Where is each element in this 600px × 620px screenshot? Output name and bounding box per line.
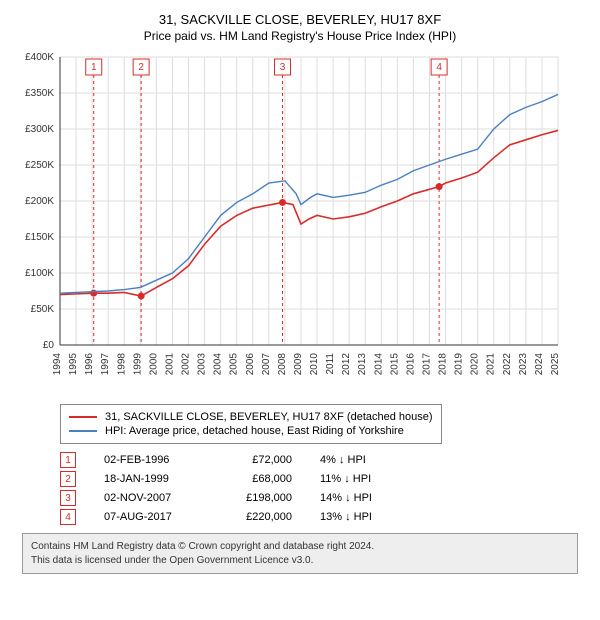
transaction-delta: 4% ↓ HPI — [320, 454, 410, 466]
transaction-delta: 14% ↓ HPI — [320, 492, 410, 504]
svg-text:1997: 1997 — [100, 353, 111, 376]
legend-label: HPI: Average price, detached house, East… — [105, 425, 404, 437]
svg-text:£200K: £200K — [25, 196, 54, 207]
footer-line-2: This data is licensed under the Open Gov… — [31, 554, 569, 568]
svg-text:2020: 2020 — [470, 353, 481, 376]
svg-text:2012: 2012 — [341, 353, 352, 376]
transaction-row: 3 02-NOV-2007 £198,000 14% ↓ HPI — [60, 490, 570, 506]
page-title: 31, SACKVILLE CLOSE, BEVERLEY, HU17 8XF — [10, 12, 590, 27]
svg-text:2011: 2011 — [325, 353, 336, 375]
line-chart: £0 £50K £100K £150K £200K £250K £300K £350K £400… — [10, 51, 570, 391]
svg-text:2002: 2002 — [181, 353, 192, 376]
svg-text:1999: 1999 — [132, 353, 143, 376]
transaction-badge: 4 — [60, 509, 76, 525]
svg-text:2024: 2024 — [534, 353, 545, 376]
svg-text:2000: 2000 — [148, 353, 159, 376]
svg-text:£0: £0 — [43, 340, 55, 351]
legend-row: HPI: Average price, detached house, East… — [69, 425, 433, 437]
svg-text:1996: 1996 — [84, 353, 95, 376]
transaction-date: 18-JAN-1999 — [104, 473, 194, 485]
svg-text:1994: 1994 — [52, 353, 63, 376]
transaction-date: 02-NOV-2007 — [104, 492, 194, 504]
transaction-row: 2 18-JAN-1999 £68,000 11% ↓ HPI — [60, 471, 570, 487]
transaction-price: £198,000 — [222, 492, 292, 504]
transaction-badge: 1 — [60, 452, 76, 468]
svg-text:1: 1 — [91, 62, 97, 73]
svg-text:2019: 2019 — [454, 353, 465, 376]
svg-text:2004: 2004 — [213, 353, 224, 376]
transaction-row: 4 07-AUG-2017 £220,000 13% ↓ HPI — [60, 509, 570, 525]
svg-text:£300K: £300K — [25, 124, 54, 135]
svg-text:2014: 2014 — [373, 353, 384, 376]
svg-text:2013: 2013 — [357, 353, 368, 376]
svg-text:2016: 2016 — [405, 353, 416, 376]
svg-text:4: 4 — [436, 62, 442, 73]
legend-label: 31, SACKVILLE CLOSE, BEVERLEY, HU17 8XF … — [105, 411, 433, 423]
transaction-price: £220,000 — [222, 511, 292, 523]
svg-text:£400K: £400K — [25, 52, 54, 63]
svg-text:2006: 2006 — [245, 353, 256, 376]
svg-text:2007: 2007 — [261, 353, 272, 376]
svg-text:2017: 2017 — [421, 353, 432, 376]
svg-text:2010: 2010 — [309, 353, 320, 376]
svg-text:2022: 2022 — [502, 353, 513, 376]
svg-text:2015: 2015 — [389, 353, 400, 376]
svg-text:£150K: £150K — [25, 232, 54, 243]
transaction-delta: 11% ↓ HPI — [320, 473, 410, 485]
svg-text:2018: 2018 — [438, 353, 449, 376]
svg-text:2003: 2003 — [197, 353, 208, 376]
svg-text:1995: 1995 — [68, 353, 79, 376]
svg-text:2: 2 — [138, 62, 144, 73]
transaction-date: 07-AUG-2017 — [104, 511, 194, 523]
legend-swatch — [69, 430, 97, 432]
transaction-price: £72,000 — [222, 454, 292, 466]
svg-text:3: 3 — [280, 62, 286, 73]
footer-attribution: Contains HM Land Registry data © Crown c… — [22, 533, 578, 574]
svg-text:2025: 2025 — [550, 353, 561, 376]
legend-row: 31, SACKVILLE CLOSE, BEVERLEY, HU17 8XF … — [69, 411, 433, 423]
transaction-delta: 13% ↓ HPI — [320, 511, 410, 523]
svg-text:£250K: £250K — [25, 160, 54, 171]
transaction-badge: 3 — [60, 490, 76, 506]
page-subtitle: Price paid vs. HM Land Registry's House … — [10, 29, 590, 43]
chart-container: £0 £50K £100K £150K £200K £250K £300K £350K £400… — [10, 51, 590, 396]
svg-text:2009: 2009 — [293, 353, 304, 376]
transaction-badge: 2 — [60, 471, 76, 487]
svg-text:£50K: £50K — [31, 304, 55, 315]
svg-text:2001: 2001 — [164, 353, 175, 376]
transaction-row: 1 02-FEB-1996 £72,000 4% ↓ HPI — [60, 452, 570, 468]
svg-text:2021: 2021 — [486, 353, 497, 376]
transactions-table: 1 02-FEB-1996 £72,000 4% ↓ HPI 2 18-JAN-1999 £… — [60, 452, 570, 525]
svg-text:2008: 2008 — [277, 353, 288, 376]
svg-text:2023: 2023 — [518, 353, 529, 376]
svg-text:£350K: £350K — [25, 88, 54, 99]
svg-text:£100K: £100K — [25, 268, 54, 279]
svg-text:1998: 1998 — [116, 353, 127, 376]
transaction-date: 02-FEB-1996 — [104, 454, 194, 466]
footer-line-1: Contains HM Land Registry data © Crown c… — [31, 540, 569, 554]
transaction-price: £68,000 — [222, 473, 292, 485]
legend-swatch — [69, 416, 97, 418]
svg-text:2005: 2005 — [229, 353, 240, 376]
legend: 31, SACKVILLE CLOSE, BEVERLEY, HU17 8XF … — [60, 404, 442, 444]
